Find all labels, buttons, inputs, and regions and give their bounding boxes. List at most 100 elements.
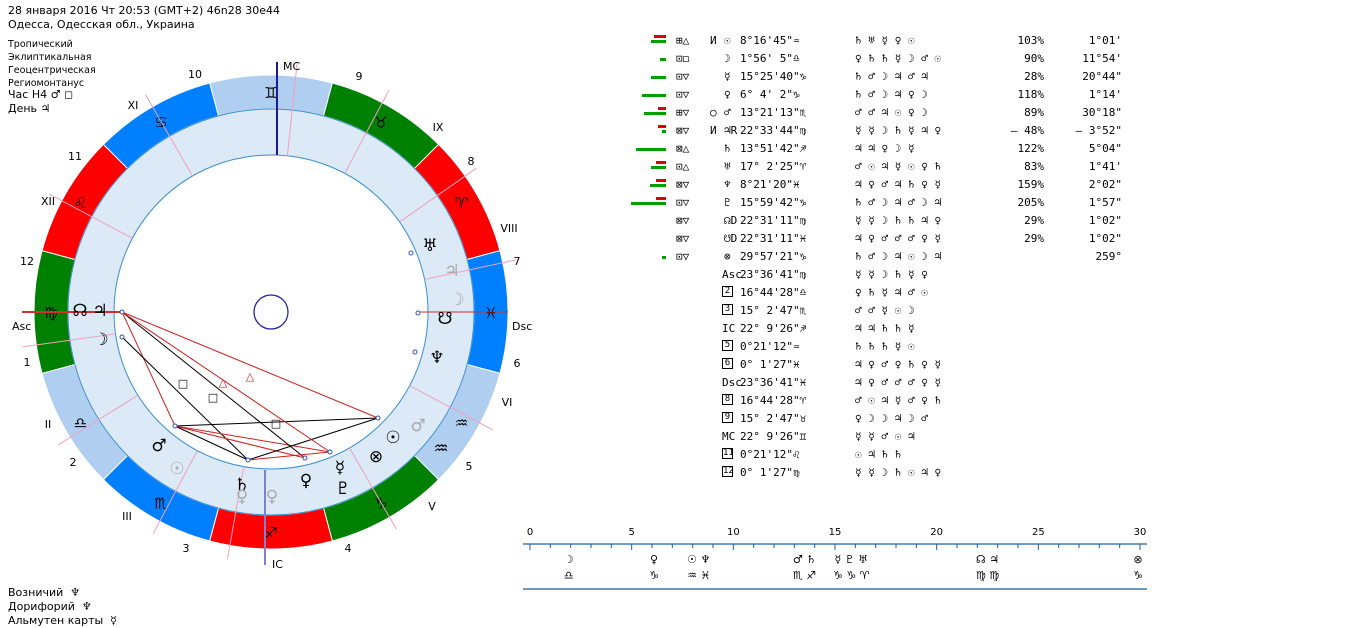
aspect-marker-icon: △ — [219, 376, 228, 389]
house-number: 2 — [70, 456, 77, 469]
planet-icon: ♄ — [724, 142, 731, 155]
neptune-icon: ♆ — [70, 586, 81, 599]
planet-point — [375, 415, 381, 421]
planet-row: ⊡▽ ☿ 15°25'40"♑ ♄ ♂ ☽ ♃ ♂ ♃ 28% 20°44" — [600, 68, 1160, 86]
strength-bar-green — [636, 148, 666, 151]
house-roman-number: VIII — [500, 222, 517, 235]
setting-house-system: Региомонтанус — [8, 78, 85, 89]
planet-icon: ♂ — [410, 416, 425, 436]
scale-planet-icon: ☊ ♃ — [976, 553, 999, 566]
zodiac-sign-icon: ♎ — [74, 414, 87, 432]
strength-percent: 159% — [1017, 178, 1045, 191]
chart-header: 28 января 2016 Чт 20:53 (GMT+2) 46n28 30… — [8, 4, 280, 32]
planet-point — [119, 334, 125, 340]
zodiac-sign-icon: ♒ — [455, 414, 468, 432]
charioteer: Возничий ♆ — [8, 586, 81, 599]
house-roman-number: XII — [41, 195, 55, 208]
ruler-glyphs: ♃ ♀ ♂ ♂ ♂ ♀ ☿ — [855, 376, 942, 389]
planet-icon: ⊗ — [724, 250, 731, 263]
speed-value: 20°44" — [1082, 70, 1122, 83]
house-label: 5 — [722, 340, 733, 351]
aspect-line — [121, 311, 379, 419]
strength-percent: 83% — [1024, 160, 1044, 173]
setting-center: Геоцентрическая — [8, 65, 96, 76]
scale-sign-icon: ♎ — [564, 569, 574, 582]
neptune-icon: ♆ — [81, 600, 92, 613]
planet-icon: ♆ — [429, 348, 444, 368]
scale-planet-icon: ☿ ♇ ♅ — [835, 553, 868, 566]
planet-icon: ☉ — [724, 34, 731, 47]
speed-value: 1°02" — [1088, 232, 1122, 245]
natal-chart-wheel[interactable]: ♊♉♈♓♒♑♐♏♎♍♌♋MCICAscDsc123456789101112III… — [0, 0, 560, 626]
strength-percent: 122% — [1017, 142, 1045, 155]
house-number: 7 — [514, 255, 521, 268]
house-cusp-line — [424, 259, 517, 280]
chart-datetime: 28 января 2016 Чт 20:53 (GMT+2) 46n28 30… — [8, 4, 281, 17]
planet-point — [245, 457, 251, 463]
house-label: 11 — [722, 448, 734, 459]
speed-value: 1°57" — [1088, 196, 1122, 209]
house-row: 3 15° 2'47"♏ ♂ ♂ ☿ ☉ ☽ — [600, 302, 1160, 320]
planet-position: 8°21'20"♓ — [740, 178, 800, 191]
aspect-symbols: ⊞▽ — [676, 106, 690, 119]
planet-icon: ☽ — [93, 330, 108, 350]
aspect-symbols: ⊠△ — [676, 142, 690, 155]
house-position: 23°36'41"♍ — [740, 268, 807, 281]
planet-position: 13°51'42"♐ — [740, 142, 807, 155]
zodiac-sign-icon: ♌ — [74, 194, 87, 212]
mercury-icon: ☿ — [110, 614, 117, 627]
planet-point — [119, 309, 125, 315]
ruler-glyphs: ♃ ♃ ♀ ☽ ☿ — [855, 142, 915, 155]
aspect-marker-icon: □ — [178, 377, 188, 390]
house-number: 9 — [356, 70, 363, 83]
house-label: IC — [722, 322, 736, 335]
house-cusp-line — [226, 466, 245, 560]
zodiac-sign-icon: ♈ — [455, 194, 468, 212]
planet-point — [172, 423, 178, 429]
strength-bar-red — [658, 107, 666, 110]
planet-position: 15°25'40"♑ — [740, 70, 807, 83]
planet-icon: ♅ — [422, 236, 437, 256]
aspect-line — [121, 311, 176, 427]
strength-bar-green — [644, 112, 666, 115]
ruler-glyphs: ☿ ☿ ☽ ♄ ☿ ♃ ♀ — [855, 124, 942, 137]
scale-sign-icon: ♑ ♑ ♈ — [833, 569, 870, 582]
scale-planet-icon: ☽ — [564, 553, 574, 566]
ruler-glyphs: ♀ ♄ ☿ ♃ ♂ ☉ — [855, 286, 928, 299]
house-number: 11 — [68, 150, 82, 163]
aspect-line — [121, 311, 306, 459]
house-position: 15° 2'47"♏ — [740, 304, 807, 317]
planet-position: 15°59'42"♑ — [740, 196, 807, 209]
hour-day-info: Час Н4 ♂ ◻ День ♃ — [8, 88, 73, 116]
speed-value: 30°18" — [1082, 106, 1122, 119]
house-row: 9 15° 2'47"♉ ♀ ☽ ☽ ♃ ☽ ♂ — [600, 410, 1160, 428]
house-number: 10 — [188, 68, 202, 81]
speed-value: 1°14' — [1088, 88, 1122, 101]
setting-coordinates: Эклиптикальная — [8, 52, 92, 63]
house-position: 22° 9'26"♐ — [740, 322, 807, 335]
house-number: 8 — [468, 155, 475, 168]
strength-bar-green — [651, 40, 666, 43]
planet-point — [327, 449, 333, 455]
house-position: 15° 2'47"♉ — [740, 412, 807, 425]
strength-bar-green — [662, 130, 666, 133]
planet-row: ⊞▽ ○ ♂ 13°21'13"♏ ♂ ♂ ♃ ☉ ♀ ☽ 89% 30°18" — [600, 104, 1160, 122]
ruler-glyphs: ♄ ♂ ☽ ♃ ☉ ☽ ♃ — [855, 250, 942, 263]
aspect-line — [121, 311, 331, 453]
house-number: 3 — [183, 542, 190, 555]
strength-bar-red — [656, 179, 666, 182]
chart-settings: Тропический Эклиптикальная Геоцентрическ… — [8, 38, 96, 90]
aspect-marker-icon: □ — [208, 391, 218, 404]
scale-sign-icon: ♑ — [649, 569, 659, 582]
planetary-day: День ♃ — [8, 102, 51, 115]
strength-bar-green — [631, 202, 666, 205]
ruler-glyphs: ♄ ♂ ☽ ♃ ♂ ☽ ♃ — [855, 196, 942, 209]
house-cusp-line — [349, 447, 397, 530]
degree-scale: 0 5 10 15 20 25 30 ☽ ♎ ♀ ♑ ☉ ♆ ♒ ♓ ♂ ♄ ♏ ♐ ☿ ♇ ♅ ♑ ♑ ♈ ☊ … — [523, 527, 1147, 590]
house-cusp-line — [57, 394, 139, 446]
planet-positions-table: ⊞△ И ☉ 8°16'45"♒ ♄ ♅ ☿ ♀ ☉ 103% 1°01' ⊡◻ ☽ 1°56' … — [600, 2, 1160, 484]
house-label: MC — [722, 430, 736, 443]
house-position: 16°44'28"♈ — [740, 394, 807, 407]
dsc-label: Dsc — [512, 320, 532, 333]
planet-icon: ♂ — [724, 106, 731, 119]
